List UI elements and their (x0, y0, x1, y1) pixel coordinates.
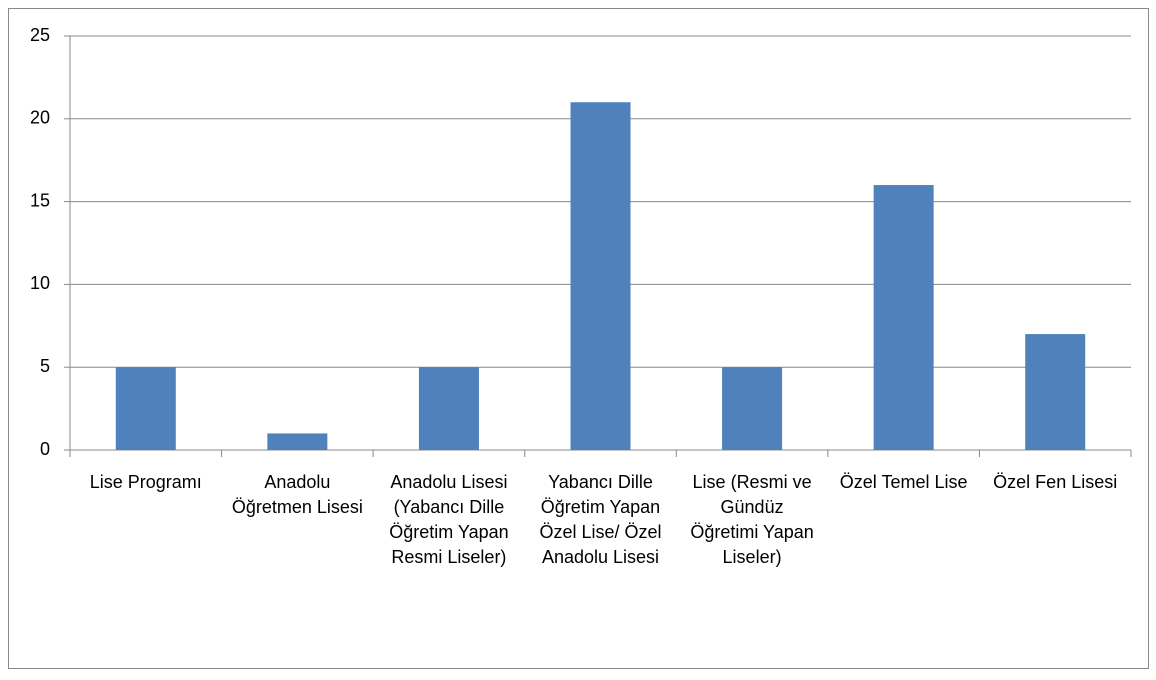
x-tick-label: Anadolu Lisesi (Yabancı Dille Öğretim Ya… (389, 472, 509, 567)
x-tick-label: Anadolu Öğretmen Lisesi (231, 472, 363, 517)
x-tick-label: Lise Programı (89, 472, 202, 492)
x-tick-label: Özel Temel Lise (839, 472, 968, 492)
y-tick-label: 5 (40, 356, 50, 376)
bar (873, 185, 934, 451)
y-tick-label: 20 (30, 108, 50, 128)
bar (570, 102, 631, 451)
y-tick-label: 15 (30, 190, 50, 210)
bar (1025, 334, 1086, 450)
y-tick-label: 25 (30, 25, 50, 45)
y-tick-label: 0 (40, 439, 50, 459)
y-tick-label: 10 (30, 273, 50, 293)
bar (267, 433, 328, 450)
x-tick-label: Lise (Resmi ve Gündüz Öğretimi Yapan Lis… (690, 472, 814, 567)
chart-border (8, 8, 1149, 669)
x-tick-label: Yabancı Dille Öğretim Yapan Özel Lise/ Ö… (539, 472, 662, 567)
x-tick-label: Özel Fen Lisesi (993, 472, 1118, 492)
bar (418, 367, 479, 450)
bar (722, 367, 783, 450)
bar (115, 367, 176, 450)
